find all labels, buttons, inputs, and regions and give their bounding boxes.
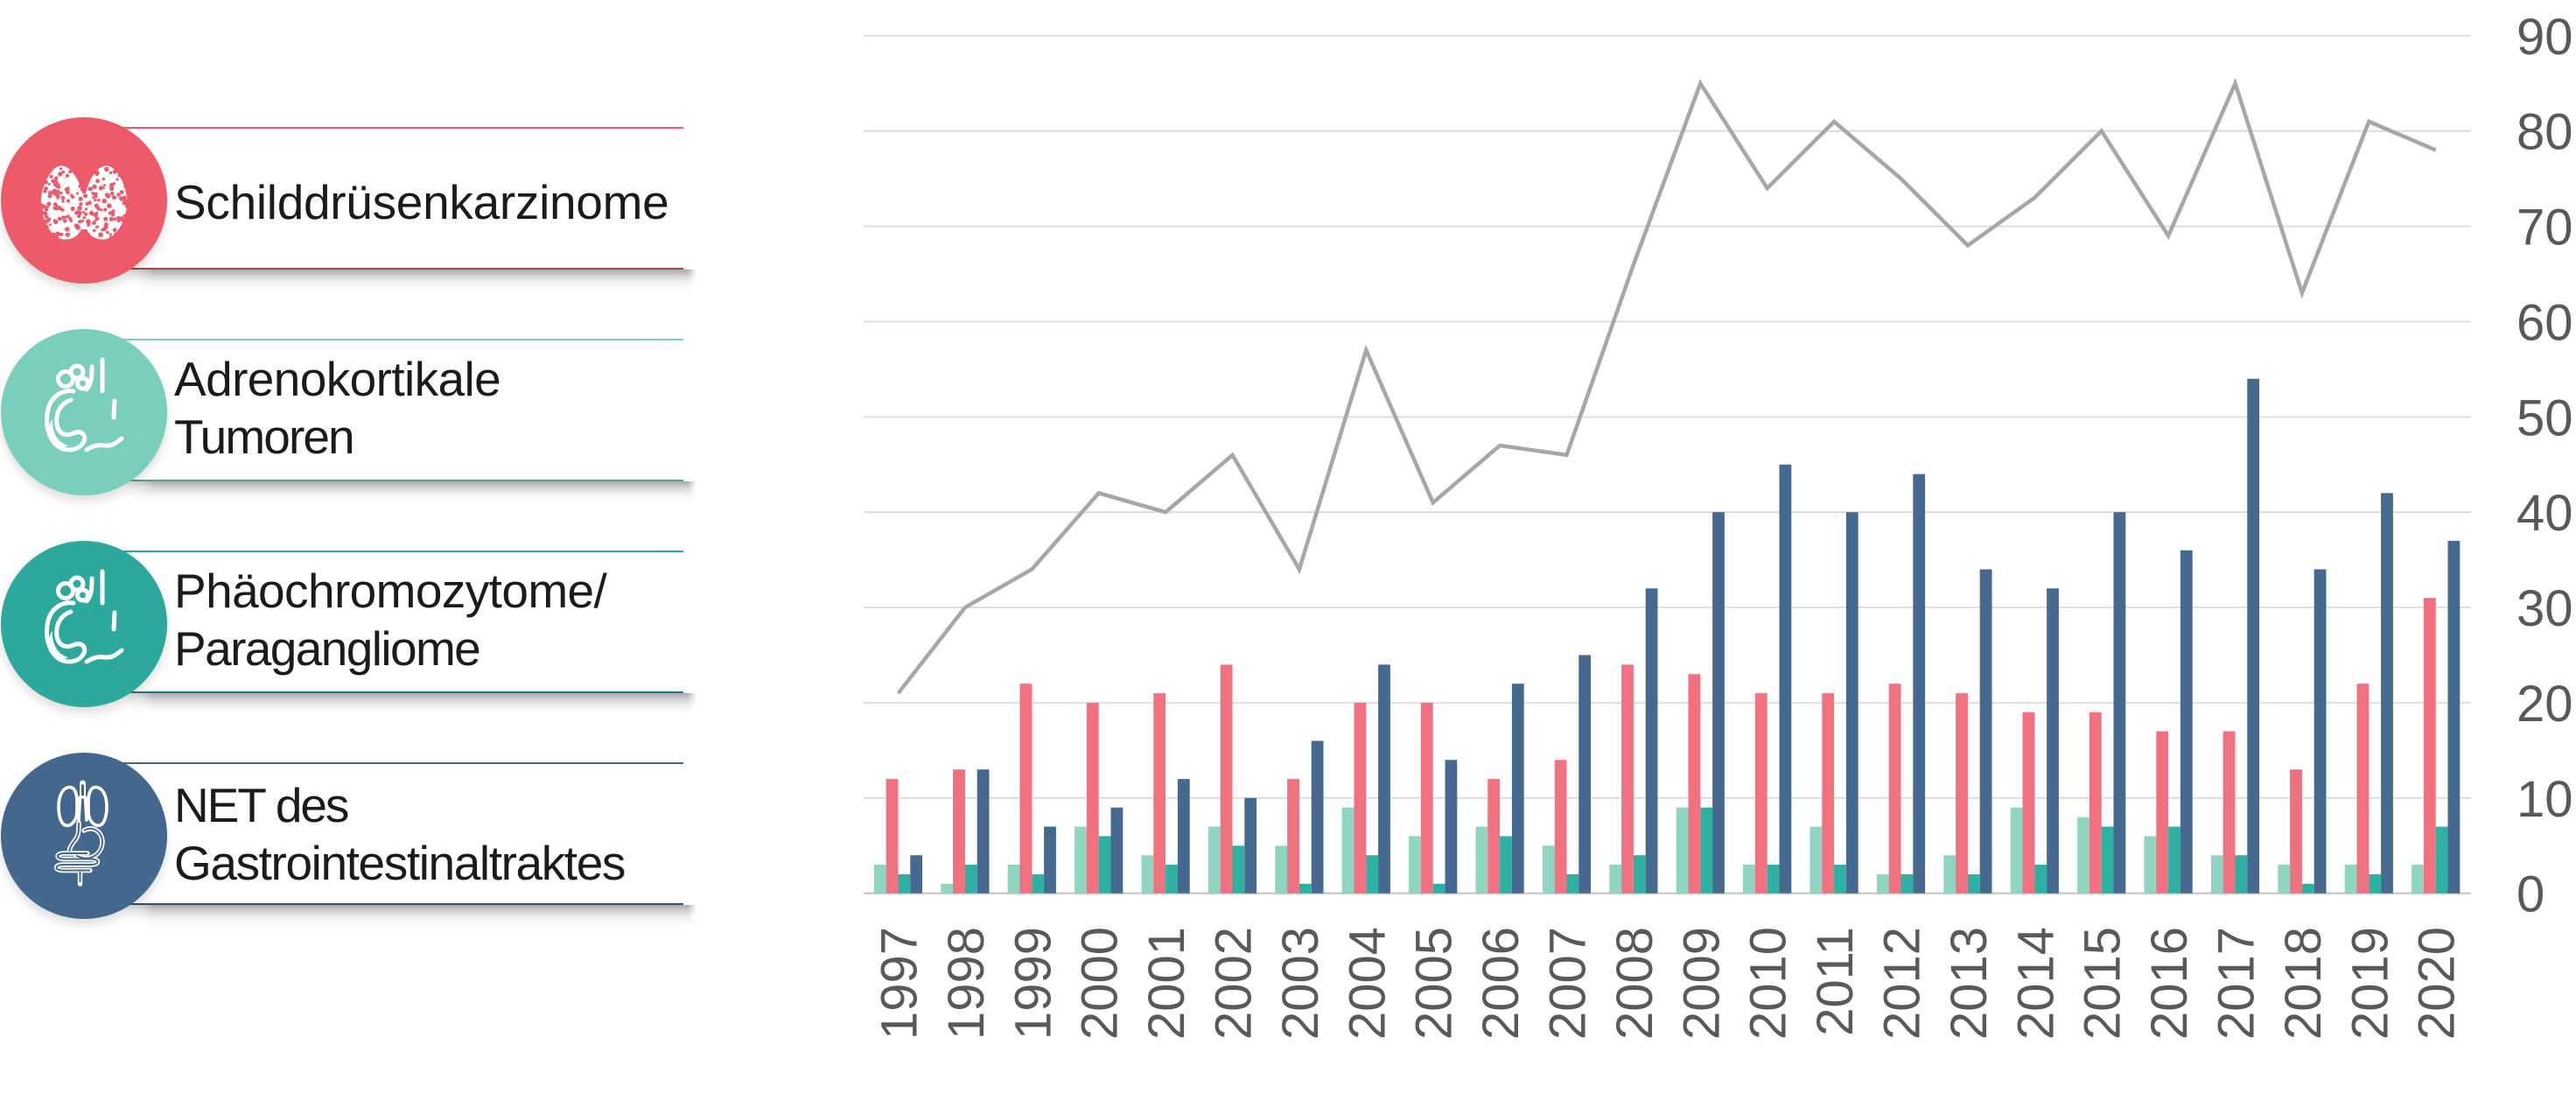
svg-text:0: 0: [2516, 866, 2544, 923]
svg-text:2011: 2011: [1807, 927, 1864, 1036]
svg-text:2020: 2020: [2409, 927, 2466, 1040]
svg-text:2007: 2007: [1540, 927, 1597, 1040]
svg-text:2002: 2002: [1206, 927, 1263, 1040]
svg-text:40: 40: [2516, 485, 2573, 542]
svg-text:2006: 2006: [1473, 927, 1530, 1040]
svg-text:2004: 2004: [1339, 927, 1396, 1040]
svg-text:30: 30: [2516, 580, 2573, 637]
svg-text:1997: 1997: [872, 927, 928, 1040]
svg-text:2005: 2005: [1406, 927, 1463, 1040]
svg-text:2009: 2009: [1673, 927, 1730, 1040]
svg-text:2013: 2013: [1941, 927, 1998, 1040]
svg-text:2018: 2018: [2275, 927, 2332, 1040]
svg-text:2001: 2001: [1138, 927, 1195, 1040]
svg-text:2008: 2008: [1606, 927, 1663, 1040]
svg-text:70: 70: [2516, 200, 2573, 256]
svg-text:50: 50: [2516, 389, 2573, 446]
svg-text:2014: 2014: [2007, 927, 2064, 1040]
svg-text:1999: 1999: [1004, 927, 1061, 1040]
svg-text:2000: 2000: [1072, 927, 1129, 1040]
svg-text:2012: 2012: [1874, 927, 1931, 1040]
svg-text:80: 80: [2516, 104, 2573, 161]
svg-text:2010: 2010: [1740, 927, 1797, 1040]
svg-text:60: 60: [2516, 295, 2573, 352]
svg-text:2017: 2017: [2208, 927, 2265, 1040]
svg-text:20: 20: [2516, 676, 2573, 733]
svg-text:2003: 2003: [1272, 927, 1329, 1040]
svg-text:2019: 2019: [2342, 927, 2398, 1040]
svg-text:2015: 2015: [2075, 927, 2132, 1040]
svg-text:1998: 1998: [938, 927, 995, 1040]
svg-text:2016: 2016: [2141, 927, 2198, 1040]
svg-text:10: 10: [2516, 771, 2573, 828]
svg-text:90: 90: [2516, 9, 2573, 66]
